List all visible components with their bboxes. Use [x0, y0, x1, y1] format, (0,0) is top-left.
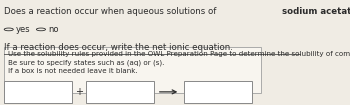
Text: no: no: [48, 25, 58, 34]
Text: +: +: [75, 87, 83, 97]
FancyBboxPatch shape: [4, 47, 261, 93]
FancyBboxPatch shape: [184, 81, 252, 103]
Text: If a reaction does occur, write the net ionic equation.: If a reaction does occur, write the net …: [4, 43, 233, 52]
FancyBboxPatch shape: [86, 81, 154, 103]
Text: Use the solubility rules provided in the OWL Preparation Page to determine the s: Use the solubility rules provided in the…: [8, 51, 350, 74]
FancyBboxPatch shape: [4, 81, 72, 103]
Text: Does a reaction occur when aqueous solutions of: Does a reaction occur when aqueous solut…: [4, 7, 219, 16]
Text: sodium acetate: sodium acetate: [282, 7, 350, 16]
Text: yes: yes: [16, 25, 30, 34]
